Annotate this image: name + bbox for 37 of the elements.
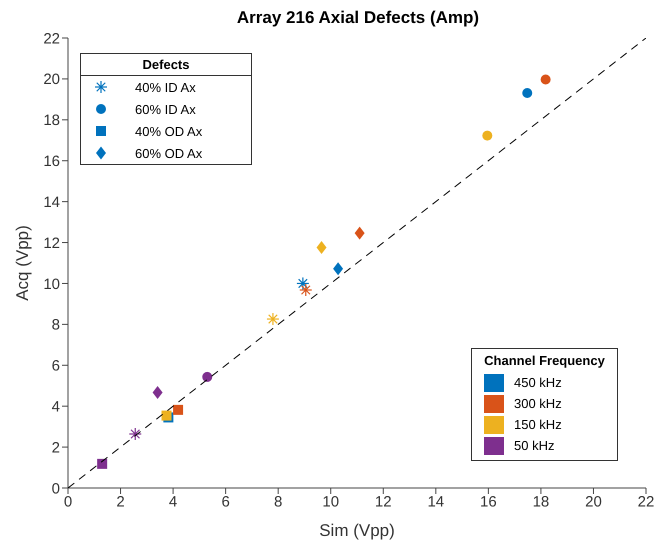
- annotation: 450 kHz: [514, 375, 562, 390]
- y-tick-label: 22: [43, 30, 60, 48]
- legend-title: Defects: [142, 56, 190, 74]
- x-tick-label: 18: [532, 494, 550, 511]
- x-tick-label: 22: [638, 494, 654, 511]
- legend-label: 40% ID Ax: [135, 80, 196, 94]
- chart-title: Array 216 Axial Defects (Amp): [236, 8, 480, 29]
- x-tick-label: 4: [168, 494, 178, 511]
- x-tick-label: 0: [64, 494, 72, 511]
- annotation: Channel Frequency: [483, 353, 606, 368]
- legend-label: 60% ID Ax: [135, 102, 196, 116]
- y-tick-label: 12: [43, 234, 60, 252]
- legend-label: 40% OD Ax: [135, 124, 202, 138]
- y-tick-label: 2: [52, 439, 60, 456]
- y-tick-label: 6: [52, 358, 60, 375]
- y-axis-title: Acq (Vpp): [13, 225, 32, 301]
- y-tick-label: 18: [43, 112, 60, 130]
- legend-label: 60% OD Ax: [135, 146, 202, 160]
- annotation: 50 kHz: [514, 438, 554, 453]
- y-tick-label: 10: [43, 276, 60, 293]
- x-tick-label: 16: [480, 494, 497, 511]
- y-tick-label: 8: [52, 316, 60, 334]
- annotation: 300 kHz: [514, 396, 562, 411]
- x-tick-label: 10: [322, 494, 340, 511]
- x-tick-label: 6: [221, 494, 230, 511]
- x-axis-title: Sim (Vpp): [319, 521, 395, 540]
- x-tick-label: 2: [116, 494, 125, 511]
- annotation: 150 kHz: [514, 417, 562, 432]
- y-tick-label: 16: [43, 153, 60, 170]
- y-tick-label: 20: [43, 71, 60, 88]
- x-tick-label: 12: [374, 494, 392, 511]
- x-tick-label: 14: [427, 494, 444, 511]
- y-tick-label: 14: [43, 194, 60, 211]
- y-tick-label: 4: [52, 398, 60, 416]
- y-tick-label: 0: [52, 480, 60, 498]
- x-tick-label: 20: [585, 494, 602, 511]
- x-tick-label: 8: [274, 494, 282, 511]
